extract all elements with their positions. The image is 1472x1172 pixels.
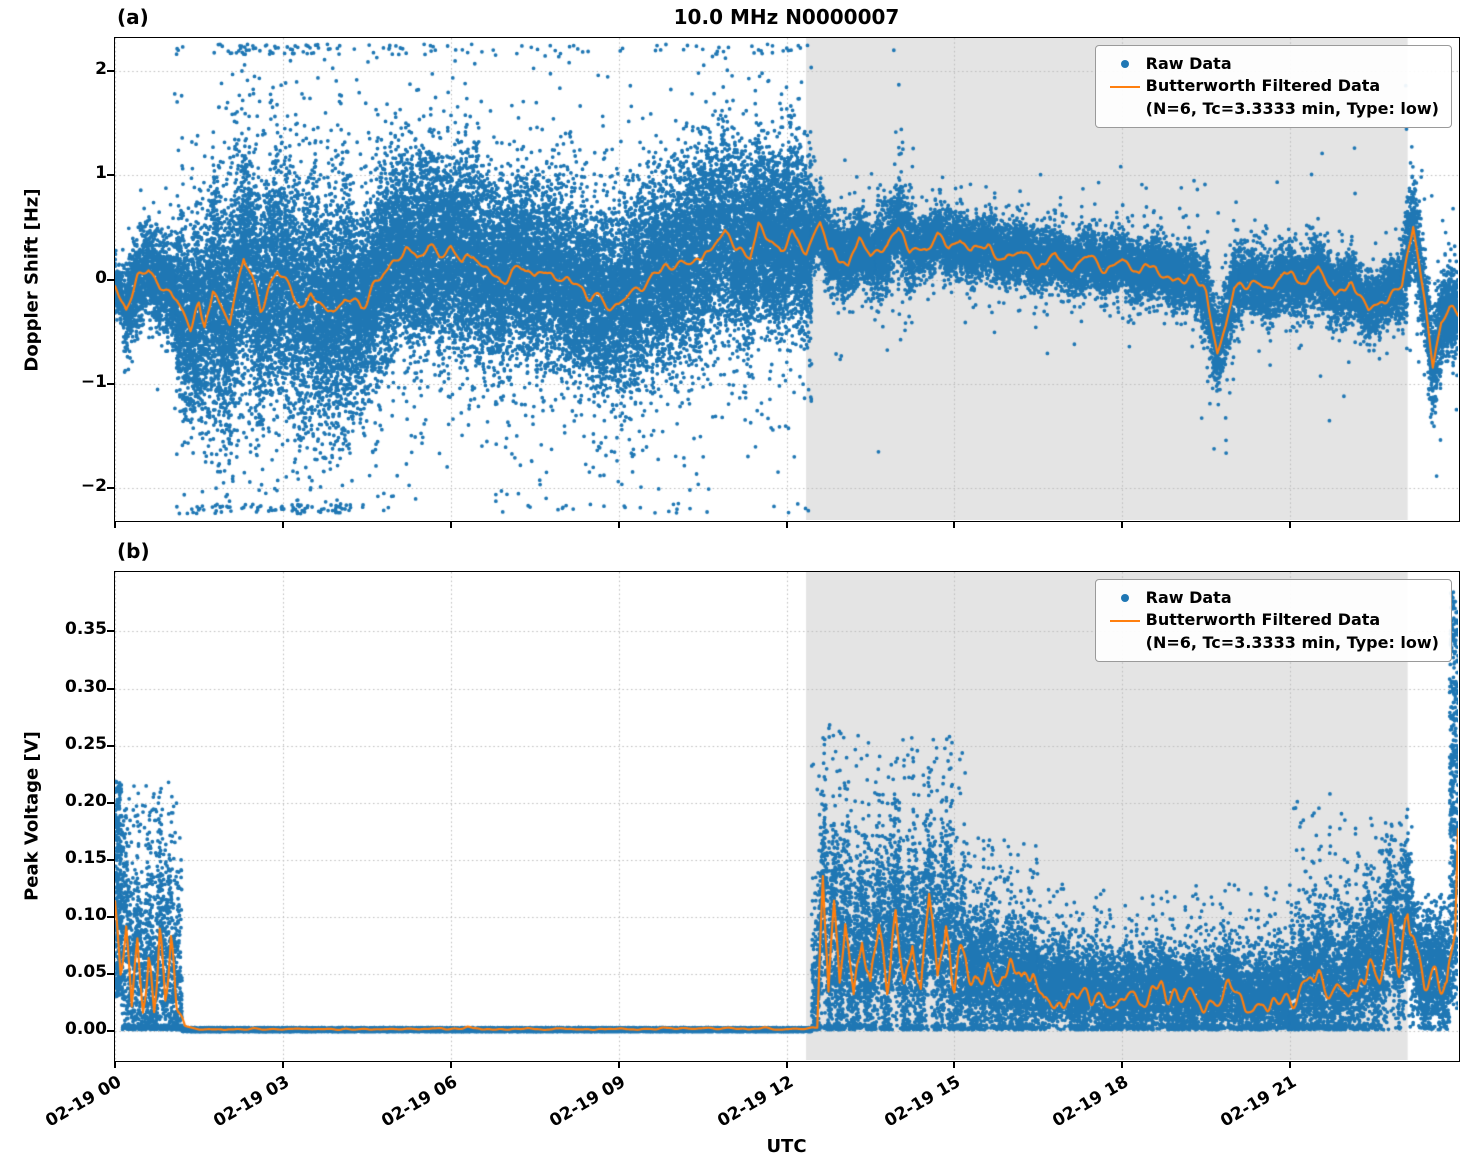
x-tick-mark xyxy=(1289,1061,1292,1068)
x-tick-mark xyxy=(281,1061,284,1068)
y-tick-label: −2 xyxy=(80,475,107,496)
legend-raw-label: Raw Data xyxy=(1145,54,1232,73)
y-tick-label: 0 xyxy=(95,267,107,288)
legend-filtered-sublabel: (N=6, Tc=3.3333 min, Type: low) xyxy=(1145,632,1439,652)
legend-filtered-sublabel: (N=6, Tc=3.3333 min, Type: low) xyxy=(1145,98,1439,118)
y-tick-label: 0.05 xyxy=(65,962,107,983)
x-tick-mark xyxy=(617,521,620,528)
y-tick-mark xyxy=(107,174,114,177)
y-tick-label: 0.25 xyxy=(65,733,107,754)
y-tick-mark xyxy=(107,687,114,690)
y-tick-mark xyxy=(107,744,114,747)
x-tick-mark xyxy=(953,1061,956,1068)
x-tick-mark xyxy=(785,1061,788,1068)
panel-b-tag: (b) xyxy=(117,539,150,563)
panel-a-plot: Raw Data Butterworth Filtered Data (N=6,… xyxy=(114,37,1460,522)
panel-b-ylabel: Peak Voltage [V] xyxy=(21,731,43,901)
legend-raw-row: Raw Data xyxy=(1104,587,1439,609)
y-tick-mark xyxy=(107,486,114,489)
x-tick-mark xyxy=(281,521,284,528)
x-tick-mark xyxy=(1121,521,1124,528)
legend-filtered-label: Butterworth Filtered Data xyxy=(1145,610,1381,630)
y-tick-label: 0.15 xyxy=(65,848,107,868)
panel-b-plot: Raw Data Butterworth Filtered Data (N=6,… xyxy=(114,571,1460,1062)
filtered-line-icon xyxy=(1109,85,1140,88)
y-tick-mark xyxy=(107,859,114,861)
y-tick-mark xyxy=(107,973,114,976)
y-tick-label: 2 xyxy=(95,59,107,80)
panel-b-legend: Raw Data Butterworth Filtered Data (N=6,… xyxy=(1094,579,1452,663)
x-tick-mark xyxy=(449,521,452,528)
legend-filtered-row: Butterworth Filtered Data xyxy=(1104,609,1439,631)
x-tick-mark xyxy=(449,1061,452,1068)
y-tick-mark xyxy=(107,70,114,73)
y-tick-label: 0.35 xyxy=(65,619,107,640)
filtered-line-marker-icon xyxy=(1104,619,1146,622)
x-tick-mark xyxy=(1289,521,1292,528)
figure-title: 10.0 MHz N0000007 xyxy=(673,5,900,29)
raw-data-marker-icon xyxy=(1104,60,1146,69)
y-tick-mark xyxy=(107,382,114,385)
y-tick-mark xyxy=(107,1030,114,1033)
legend-raw-label: Raw Data xyxy=(1145,588,1232,607)
panel-a-legend: Raw Data Butterworth Filtered Data (N=6,… xyxy=(1094,45,1452,129)
x-tick-mark xyxy=(953,521,956,528)
y-tick-mark xyxy=(107,916,114,919)
y-tick-mark xyxy=(107,278,114,281)
y-tick-label: −1 xyxy=(80,371,107,392)
y-tick-label: 0.10 xyxy=(65,905,107,926)
x-tick-mark xyxy=(114,521,116,528)
filtered-line-icon xyxy=(1109,619,1140,622)
raw-dot-icon xyxy=(1120,60,1129,69)
y-tick-mark xyxy=(107,630,114,633)
x-tick-mark xyxy=(114,1061,116,1068)
panel-a-tag: (a) xyxy=(117,5,149,29)
y-tick-label: 1 xyxy=(95,163,107,184)
legend-filtered-subrow: (N=6, Tc=3.3333 min, Type: low) xyxy=(1104,632,1439,654)
legend-filtered-row: Butterworth Filtered Data xyxy=(1104,75,1439,97)
legend-filtered-label: Butterworth Filtered Data xyxy=(1145,76,1381,96)
raw-data-marker-icon xyxy=(1104,594,1146,603)
raw-dot-icon xyxy=(1120,594,1129,603)
y-tick-label: 0.20 xyxy=(65,790,107,811)
x-tick-label: 02-19 00 xyxy=(42,1072,125,1132)
x-tick-mark xyxy=(1121,1061,1124,1068)
y-tick-mark xyxy=(107,801,114,804)
y-tick-label: 0.30 xyxy=(65,676,107,697)
legend-raw-row: Raw Data xyxy=(1104,53,1439,75)
x-tick-mark xyxy=(785,521,788,528)
legend-filtered-subrow: (N=6, Tc=3.3333 min, Type: low) xyxy=(1104,98,1439,120)
x-axis-label: UTC xyxy=(766,1136,807,1157)
x-tick-mark xyxy=(617,1061,620,1068)
filtered-line-marker-icon xyxy=(1104,85,1146,88)
y-tick-label: 0.00 xyxy=(65,1019,107,1040)
